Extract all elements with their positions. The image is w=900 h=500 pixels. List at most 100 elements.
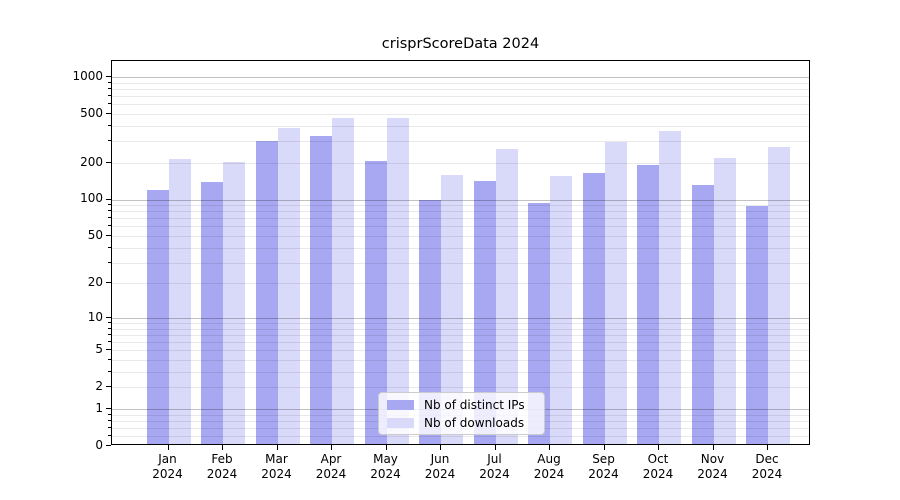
gridline [112, 125, 809, 127]
bar-ips-jun [419, 200, 441, 444]
y-tick-label-2: 2 [95, 379, 103, 394]
bar-ips-nov [691, 185, 714, 444]
x-tick-mark [167, 445, 169, 450]
y-tick-label-10: 10 [87, 309, 103, 324]
bar-ips-aug [528, 203, 550, 444]
gridline [112, 104, 809, 106]
y-tick-mark [106, 161, 111, 163]
x-tick-mark [440, 445, 441, 450]
y-tick-label-1000: 1000 [72, 68, 103, 83]
x-tick-label-jul: Jul 2024 [479, 452, 510, 481]
y-minor-tick-mark [108, 341, 111, 343]
x-tick-mark [276, 445, 278, 450]
bar-downloads-aug [550, 175, 572, 444]
y-minor-tick-mark [108, 87, 111, 89]
y-tick-label-200: 200 [80, 154, 103, 169]
x-tick-mark [603, 445, 605, 450]
legend: Nb of distinct IPs Nb of downloads [378, 392, 545, 435]
bar-ips-mar [255, 141, 278, 444]
y-minor-tick-mark [108, 225, 111, 227]
bar-downloads-dec [768, 147, 790, 444]
x-tick-label-aug: Aug 2024 [533, 452, 565, 481]
gridline [112, 162, 809, 164]
x-tick-label-mar: Mar 2024 [261, 452, 292, 481]
x-tick-mark [549, 445, 550, 450]
y-minor-tick-mark [108, 327, 111, 329]
x-tick-label-apr: Apr 2024 [315, 452, 347, 481]
bar-ips-feb [201, 182, 223, 444]
y-tick-label-100: 100 [80, 191, 103, 206]
y-tick-label-20: 20 [87, 275, 103, 290]
y-minor-tick-mark [108, 210, 111, 212]
x-tick-mark [712, 445, 714, 450]
x-tick-label-nov: Nov 2024 [697, 452, 728, 481]
legend-item-distinct-ips: Nb of distinct IPs [379, 397, 544, 412]
y-minor-tick-mark [108, 370, 111, 372]
bar-downloads-may [386, 118, 409, 444]
legend-swatch-downloads [387, 417, 414, 428]
bar-ips-oct [637, 165, 659, 444]
y-tick-mark [106, 445, 111, 446]
x-tick-mark [658, 445, 659, 450]
gridline [112, 113, 809, 115]
y-minor-tick-mark [108, 427, 111, 428]
y-minor-tick-mark [108, 333, 111, 335]
x-tick-label-dec: Dec 2024 [751, 452, 783, 481]
x-tick-label-jan: Jan 2024 [152, 452, 183, 481]
y-tick-label-5: 5 [95, 342, 103, 357]
bar-ips-may [364, 161, 387, 444]
bar-downloads-nov [713, 157, 736, 444]
gridline [112, 82, 809, 84]
x-tick-label-feb: Feb 2024 [206, 452, 238, 481]
bar-ips-apr [310, 136, 332, 444]
x-tick-label-may: May 2024 [370, 452, 401, 481]
y-tick-mark [106, 198, 111, 200]
y-minor-tick-mark [108, 419, 111, 421]
y-minor-tick-mark [108, 140, 111, 142]
y-tick-mark [106, 316, 111, 318]
plot-area [111, 60, 810, 445]
y-minor-tick-mark [108, 322, 111, 323]
x-tick-mark [385, 445, 387, 450]
y-tick-label-0: 0 [95, 438, 103, 452]
x-tick-mark [494, 445, 496, 450]
bar-downloads-mar [277, 127, 300, 444]
bar-ips-sep [582, 172, 605, 444]
legend-item-downloads: Nb of downloads [379, 415, 544, 430]
y-minor-tick-mark [108, 246, 111, 248]
bar-downloads-feb [223, 161, 245, 444]
bar-ips-jan [146, 190, 169, 444]
gridline [112, 96, 809, 97]
y-tick-mark [106, 235, 111, 236]
y-tick-mark [106, 408, 111, 409]
y-minor-tick-mark [108, 413, 111, 415]
y-minor-tick-mark [108, 204, 111, 205]
y-tick-mark [106, 349, 111, 351]
y-tick-mark [106, 386, 111, 388]
y-minor-tick-mark [108, 261, 111, 263]
legend-swatch-ips [387, 399, 414, 410]
gridline [112, 88, 809, 90]
y-tick-mark [106, 75, 111, 77]
y-minor-tick-mark [108, 435, 111, 437]
bar-downloads-sep [604, 141, 627, 444]
chart-title: crisprScoreData 2024 [381, 36, 540, 52]
legend-label-ips: Nb of distinct IPs [424, 397, 525, 412]
bar-ips-dec [746, 206, 768, 444]
x-tick-label-jun: Jun 2024 [424, 452, 456, 481]
y-tick-mark [106, 282, 111, 284]
x-tick-mark [331, 445, 332, 450]
y-minor-tick-mark [108, 359, 111, 360]
y-tick-mark [106, 112, 111, 114]
y-tick-label-1: 1 [95, 400, 103, 415]
x-tick-label-oct: Oct 2024 [642, 452, 674, 481]
x-tick-label-sep: Sep 2024 [588, 452, 619, 481]
bar-downloads-oct [659, 130, 681, 444]
gridline [112, 141, 809, 143]
legend-label-downloads: Nb of downloads [424, 415, 525, 430]
y-minor-tick-mark [108, 95, 111, 96]
bar-downloads-jun [441, 175, 463, 444]
bar-downloads-jul [495, 149, 518, 444]
y-minor-tick-mark [108, 103, 111, 105]
